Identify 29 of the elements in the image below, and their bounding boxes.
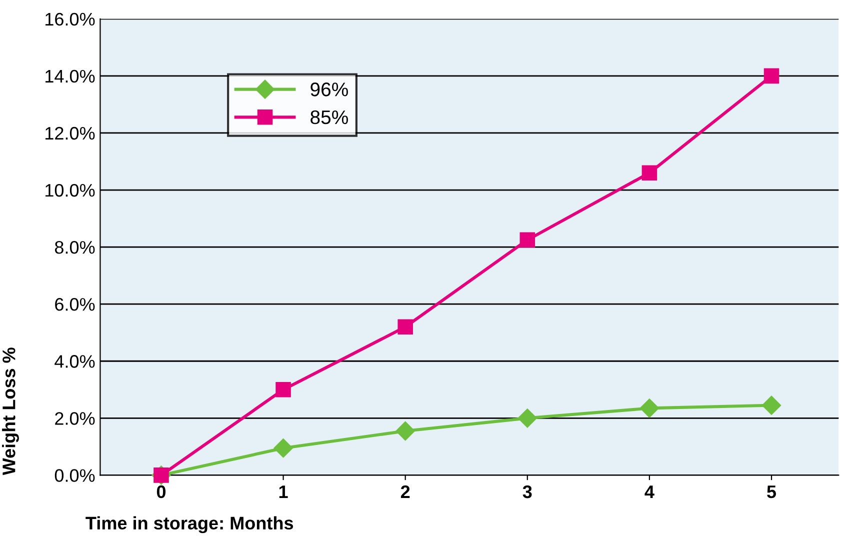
y-tick-label: 16.0% (46, 12, 95, 26)
point (640, 398, 659, 418)
point (764, 68, 780, 84)
y-tick-label: 0.0% (54, 469, 95, 482)
y-tick-label: 4.0% (54, 355, 95, 368)
x-tick-label: 4 (644, 486, 654, 498)
x-axis-title: Time in storage: Months (86, 516, 294, 534)
y-axis-title: Weight Loss % (2, 348, 19, 476)
y-tick-label: 10.0% (46, 184, 95, 197)
point (398, 319, 413, 335)
point (274, 438, 293, 458)
x-tick-label: 1 (279, 486, 288, 498)
y-tick-label: 2.0% (55, 412, 95, 425)
x-tick-label: 2 (400, 485, 410, 498)
legend-label: 96% (310, 82, 348, 96)
legend-label: 85% (310, 110, 348, 124)
x-tick-label: 3 (522, 485, 532, 498)
point (520, 232, 536, 248)
y-tick-label: 14.0% (46, 70, 95, 83)
point (518, 408, 537, 428)
y-tick-label: 6.0% (55, 298, 95, 311)
x-tick-label: 0 (156, 485, 166, 498)
point (276, 382, 291, 398)
y-tick-label: 8.0% (54, 240, 95, 254)
point (762, 396, 782, 415)
x-tick-label: 5 (767, 486, 776, 498)
y-tick-label: 12.0% (46, 126, 95, 140)
point (642, 165, 658, 181)
point (396, 421, 415, 441)
